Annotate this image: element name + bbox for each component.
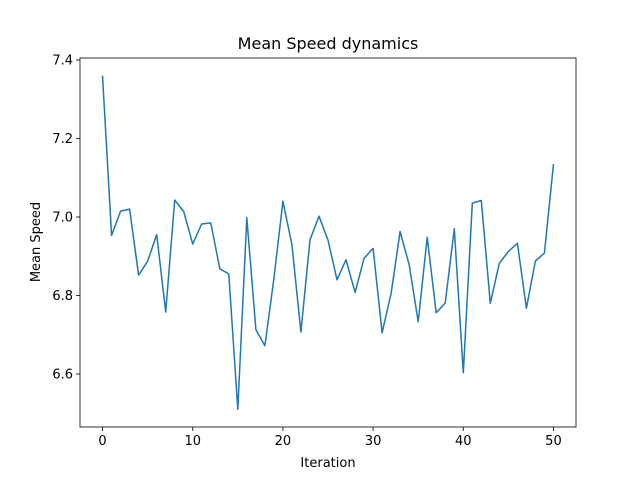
x-tick-label: 50 (545, 434, 562, 449)
chart-title: Mean Speed dynamics (238, 34, 419, 53)
x-tick-label: 40 (455, 434, 472, 449)
y-tick-label: 6.8 (52, 289, 73, 304)
x-axis-title: Iteration (300, 456, 355, 471)
x-tick-label: 0 (98, 434, 106, 449)
y-tick-label: 7.2 (52, 132, 73, 147)
x-tick-label: 20 (275, 434, 292, 449)
y-tick-label: 7.0 (52, 210, 73, 225)
x-tick-label: 30 (365, 434, 382, 449)
y-tick-label: 7.4 (52, 53, 73, 68)
y-tick-label: 6.6 (52, 368, 73, 383)
y-axis-title: Mean Speed (29, 202, 44, 282)
x-tick-label: 10 (184, 434, 201, 449)
